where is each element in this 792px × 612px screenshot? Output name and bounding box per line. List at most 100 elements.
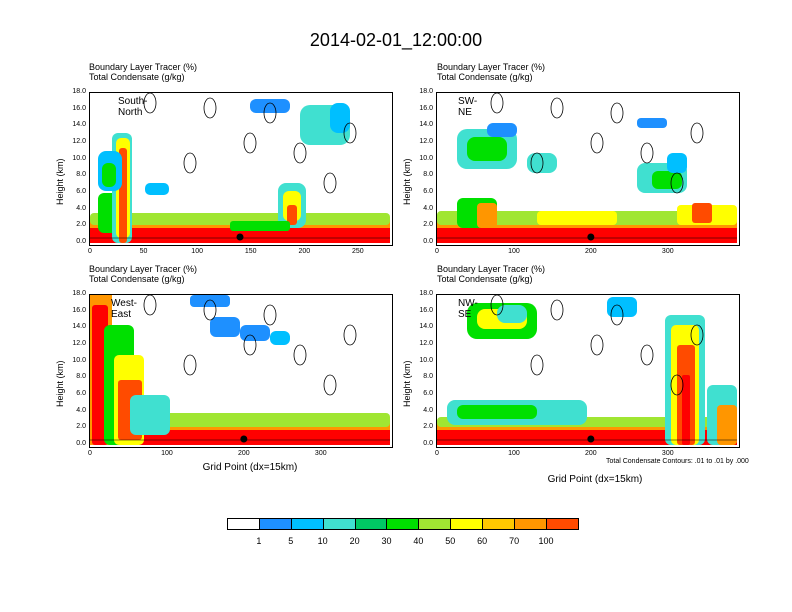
tracer-region [487,123,517,137]
y-tick-label: 18.0 [419,290,433,297]
plot-area [436,294,740,448]
condensate-contour [640,142,654,164]
y-tick-label: 8.0 [423,373,433,381]
condensate-contour [640,344,654,366]
tracer-region [210,317,240,337]
colorbar [227,518,579,530]
tracer-region [467,137,507,161]
colorbar-labels: 1 5 10 20 30 40 50 60 70 100 [227,536,567,548]
y-tick-label: 10.0 [419,154,433,162]
y-tick-label: 2.0 [423,221,433,229]
x-tick-label: 200 [298,248,311,255]
condensate-contour [293,344,307,366]
y-tick-label: 2.0 [76,221,86,229]
y-tick-label: 10.0 [419,356,433,364]
y-tick-label: 0.0 [423,440,433,447]
tracer-region [637,118,667,128]
location-marker [236,233,244,241]
panel-header-condensate: Total Condensate (g/kg) [89,72,185,82]
x-tick-label: 200 [585,450,597,457]
condensate-contour [610,304,624,326]
panel-header-tracer: Boundary Layer Tracer (%) [437,264,546,274]
y-tick-label: 12.0 [72,138,86,145]
contour-note: Total Condensate Contours: .01 to .01 by… [606,458,749,465]
colorbar-label: 1 [256,536,262,546]
x-tick-label: 100 [508,248,520,255]
tracer-region [130,395,170,435]
panel-label: NW-SE [458,298,478,320]
colorbar-label: 40 [413,536,424,546]
condensate-contour [550,299,564,321]
y-tick-label: 14.0 [72,121,86,129]
colorbar-swatch [387,519,420,529]
field-svg [90,93,390,243]
tracer-region [682,375,690,445]
x-tick-label: 0 [88,450,92,457]
x-axis-label: Grid Point (dx=15km) [202,462,298,473]
y-tick-label: 6.0 [76,390,86,397]
x-tick-label: 50 [139,248,148,255]
colorbar-label: 30 [381,536,392,546]
x-tick-label: 150 [244,248,257,255]
plot-area [436,92,740,246]
x-tick-label: 300 [314,450,327,457]
y-tick-label: 12.0 [72,340,86,347]
main-title: 2014-02-01_12:00:00 [309,30,483,50]
condensate-contour [490,295,504,316]
x-axis-label: Grid Point (dx=15km) [547,474,643,485]
tracer-region [717,405,737,445]
condensate-contour [323,374,337,396]
y-tick-label: 0.0 [423,238,433,245]
colorbar-swatch [546,519,578,529]
x-tick-label: 300 [661,248,674,255]
y-tick-label: 2.0 [76,423,86,431]
y-tick-label: 14.0 [419,121,433,129]
y-tick-label: 4.0 [423,406,433,414]
x-tick-label: 200 [238,450,250,457]
tracer-region [437,430,737,445]
condensate-contour [343,324,357,346]
y-tick-label: 8.0 [76,373,86,381]
panel-header-tracer: Boundary Layer Tracer (%) [89,62,198,72]
condensate-contour [530,152,544,174]
tracer-region [287,205,297,225]
panel-header-condensate: Total Condensate (g/kg) [89,274,185,284]
y-tick-label: 12.0 [419,340,433,347]
y-tick-label: 4.0 [76,406,86,414]
condensate-contour [670,374,684,396]
condensate-contour [670,172,684,194]
tracer-region [692,203,712,223]
y-tick-label: 8.0 [76,171,86,179]
x-tick-label: 0 [88,248,92,255]
y-tick-label: 16.0 [72,306,86,314]
panel-label: South-North [118,96,148,118]
tracer-region [230,221,290,231]
y-tick-label: 16.0 [72,104,86,112]
condensate-contour [530,354,544,376]
x-tick-label: 0 [435,248,439,255]
condensate-contour [243,334,257,356]
colorbar-swatch [451,519,484,529]
colorbar-label: 60 [477,536,488,546]
colorbar-label: 5 [288,536,294,546]
tracer-region [457,405,537,419]
colorbar-label: 70 [509,536,520,546]
tracer-region [437,228,737,243]
tracer-region [477,203,497,228]
y-tick-label: 6.0 [76,188,86,195]
tracer-region [250,99,290,113]
tracer-region [527,153,557,173]
condensate-contour [143,295,157,316]
x-tick-label: 250 [352,248,364,255]
y-tick-label: 4.0 [423,204,433,212]
x-tick-label: 0 [435,450,439,457]
panel-header-condensate: Total Condensate (g/kg) [437,274,533,284]
tracer-region [270,331,290,345]
condensate-contour [610,102,624,124]
field-svg [90,295,390,445]
colorbar-swatch [483,519,516,529]
condensate-contour [550,97,564,119]
location-marker [587,233,595,241]
panel-header-tracer: Boundary Layer Tracer (%) [437,62,546,72]
x-tick-label: 100 [508,450,520,457]
